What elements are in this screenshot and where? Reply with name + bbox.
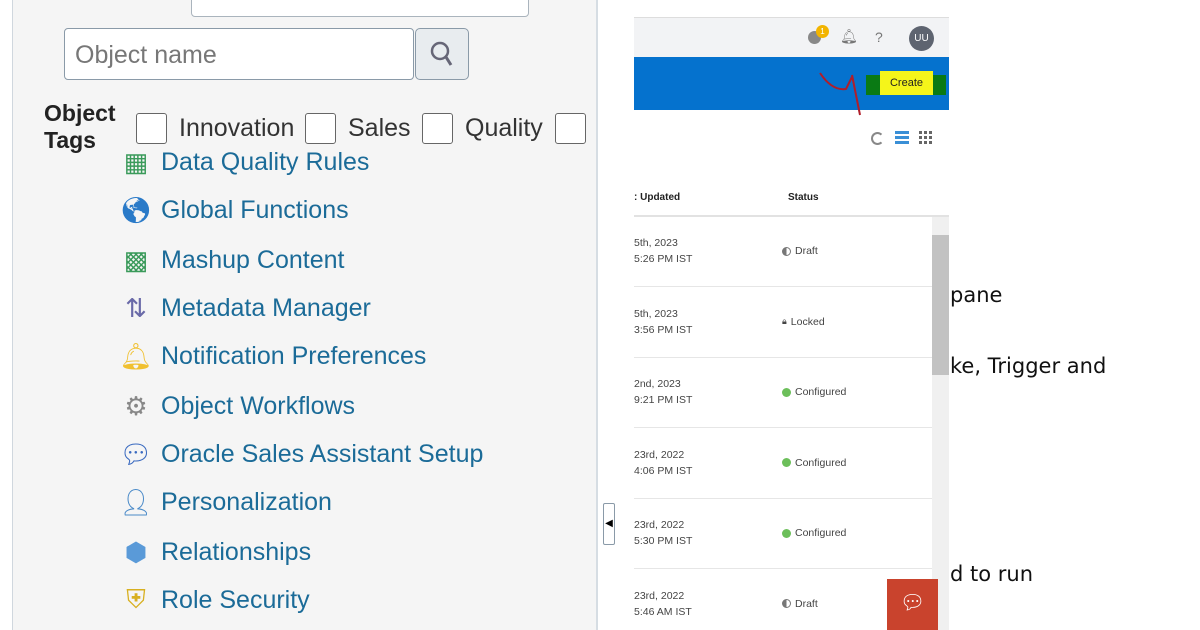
table-row[interactable]: 23rd, 2022 5:30 PM IST Configured xyxy=(634,499,932,569)
doc-text: ke, Trigger and xyxy=(950,354,1107,378)
bell-icon[interactable]: 🔔︎ xyxy=(840,28,858,44)
last-updated-cell: 2nd, 2023 9:21 PM IST xyxy=(634,378,693,406)
table-row[interactable]: 23rd, 2022 4:06 PM IST Configured xyxy=(634,429,932,499)
object-tags-label: Object Tags xyxy=(44,100,116,153)
table-row[interactable]: 2nd, 2023 9:21 PM IST Configured xyxy=(634,358,932,428)
tag-label: Innovation xyxy=(179,114,295,142)
status-dot-icon xyxy=(782,387,791,397)
globe-icon: 🌎︎ xyxy=(119,194,153,225)
status-dot-icon xyxy=(782,458,791,467)
annotation-scribble xyxy=(819,72,861,116)
column-header-updated[interactable]: : Updated xyxy=(634,192,681,203)
checkbox[interactable] xyxy=(136,113,167,144)
chat-bubbles-icon: 💬︎ xyxy=(119,438,153,469)
bell-icon: 🔔︎ xyxy=(119,340,153,371)
left-panel: Object name Object Tags Innovation Sales … xyxy=(12,0,598,630)
user-pencil-icon: 👤︎ xyxy=(119,486,153,517)
nav-item[interactable]: 👤︎ Personalization xyxy=(119,485,332,519)
tag-more[interactable] xyxy=(555,113,596,144)
tag-label: Sales xyxy=(348,114,411,142)
nav-item-label: Personalization xyxy=(161,487,332,516)
status-cell: Draft xyxy=(782,245,818,257)
notification-badge: 1 xyxy=(816,25,829,38)
nav-item-label: Metadata Manager xyxy=(161,293,371,322)
half-circle-icon xyxy=(782,599,791,608)
scrollbar-thumb[interactable] xyxy=(932,235,949,375)
checkbox[interactable] xyxy=(422,113,453,144)
status-cell: Configured xyxy=(782,527,846,539)
doc-text: pane xyxy=(950,283,1003,307)
nav-item[interactable]: ⚙ Object Workflows xyxy=(119,389,355,423)
shield-lock-icon: ⛨ xyxy=(126,584,146,614)
nav-item-label: Data Quality Rules xyxy=(161,147,370,176)
last-updated-cell: 23rd, 2022 5:46 AM IST xyxy=(634,589,692,618)
column-header-status[interactable]: Status xyxy=(788,192,819,203)
last-updated-cell: 23rd, 2022 5:30 PM IST xyxy=(634,519,693,547)
table-row[interactable]: 23rd, 2022 5:46 AM IST Draft xyxy=(634,570,932,630)
data-quality-icon: ▦ xyxy=(123,146,149,177)
nav-item-label: Relationships xyxy=(161,537,312,566)
metadata-arrows-icon: ⇅ xyxy=(125,292,147,323)
grid-view-icon[interactable] xyxy=(919,131,932,144)
list-view-icon[interactable] xyxy=(895,131,909,144)
chat-button[interactable]: 💬︎ xyxy=(887,579,938,630)
table-row[interactable]: 5th, 2023 5:26 PM IST Draft xyxy=(634,217,932,287)
header-divider xyxy=(634,215,949,217)
help-icon[interactable]: ? xyxy=(875,29,883,45)
status-dot-icon xyxy=(782,528,791,538)
page-header: Create xyxy=(634,57,949,116)
app-window: 1 🔔︎ ? UU Create : Updated Status 5th, 2… xyxy=(634,17,949,630)
nav-item[interactable]: 🌎︎ Global Functions xyxy=(119,193,349,227)
checkbox[interactable] xyxy=(555,113,586,144)
avatar[interactable]: UU xyxy=(909,26,934,51)
scrollbar[interactable] xyxy=(932,217,949,630)
gears-icon: ⚙ xyxy=(124,390,148,421)
status-cell: Configured xyxy=(782,457,846,469)
cubes-icon: ⬢ xyxy=(124,536,148,567)
tag-innovation[interactable]: Innovation xyxy=(136,113,294,144)
create-button[interactable]: Create xyxy=(880,71,933,95)
nav-item-label: Mashup Content xyxy=(161,245,345,274)
status-cell: Configured xyxy=(782,386,846,398)
nav-item[interactable]: ⬢ Relationships xyxy=(119,535,311,569)
chat-icon: 💬︎ xyxy=(899,592,926,614)
nav-item[interactable]: 💬︎ Oracle Sales Assistant Setup xyxy=(119,437,483,471)
nav-item[interactable]: ⛨ Role Security xyxy=(119,583,310,617)
nav-item[interactable]: ▦ Data Quality Rules xyxy=(119,145,370,179)
last-updated-cell: 23rd, 2022 4:06 PM IST xyxy=(634,448,693,477)
table-row[interactable]: 5th, 2023 3:56 PM IST 🔒︎ Locked xyxy=(634,288,932,358)
tag-quality[interactable]: Quality xyxy=(422,113,543,144)
doc-text: d to run xyxy=(950,562,1034,586)
status-cell: 🔒︎ Locked xyxy=(782,315,825,328)
nav-item[interactable]: 🔔︎ Notification Preferences xyxy=(119,339,426,373)
last-updated-cell: 5th, 2023 3:56 PM IST xyxy=(634,307,693,336)
nav-item-label: Oracle Sales Assistant Setup xyxy=(161,439,484,468)
search-icon xyxy=(430,41,453,66)
status-cell: Draft xyxy=(782,598,818,610)
mashup-icon: ▩ xyxy=(123,244,149,275)
tag-sales[interactable]: Sales xyxy=(305,113,411,144)
refresh-icon[interactable] xyxy=(871,132,884,145)
object-name-input[interactable]: Object name xyxy=(64,28,414,80)
nav-item-label: Notification Preferences xyxy=(161,341,427,370)
nav-item[interactable]: ⇅ Metadata Manager xyxy=(119,291,371,325)
tag-label: Quality xyxy=(465,114,543,142)
collapse-pane-handle[interactable]: ◀ xyxy=(603,503,615,545)
checkbox[interactable] xyxy=(305,113,336,144)
search-button[interactable] xyxy=(415,28,469,80)
half-circle-icon xyxy=(782,246,791,256)
nav-item-label: Object Workflows xyxy=(161,391,356,420)
top-bar: 1 🔔︎ ? UU xyxy=(634,17,949,57)
application-field[interactable] xyxy=(191,0,529,17)
nav-item-label: Global Functions xyxy=(161,195,349,224)
last-updated-cell: 5th, 2023 5:26 PM IST xyxy=(634,237,693,265)
lock-icon: 🔒︎ xyxy=(782,316,787,326)
nav-item[interactable]: ▩ Mashup Content xyxy=(119,243,345,277)
create-highlight: Create xyxy=(866,71,946,95)
nav-item-label: Role Security xyxy=(161,585,310,614)
